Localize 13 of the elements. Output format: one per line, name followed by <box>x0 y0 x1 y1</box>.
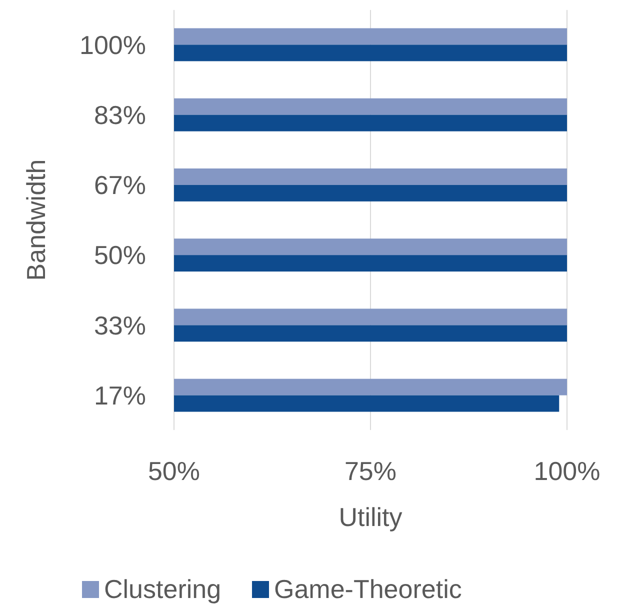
y-tick-label: 17% <box>94 380 146 410</box>
legend-label: Clustering <box>104 574 222 604</box>
y-tick-label: 33% <box>94 310 146 340</box>
y-tick-label: 50% <box>94 240 146 270</box>
legend-label: Game-Theoretic <box>274 574 462 604</box>
x-tick-label: 100% <box>534 456 600 486</box>
y-tick-label: 83% <box>94 100 146 130</box>
x-axis-title: Utility <box>338 502 402 532</box>
y-tick-label: 100% <box>80 30 146 60</box>
y-axis-title: Bandwidth <box>21 159 51 281</box>
y-tick-label: 67% <box>94 170 146 200</box>
x-tick-label: 75% <box>344 456 397 486</box>
x-tick-label: 50% <box>148 456 200 486</box>
